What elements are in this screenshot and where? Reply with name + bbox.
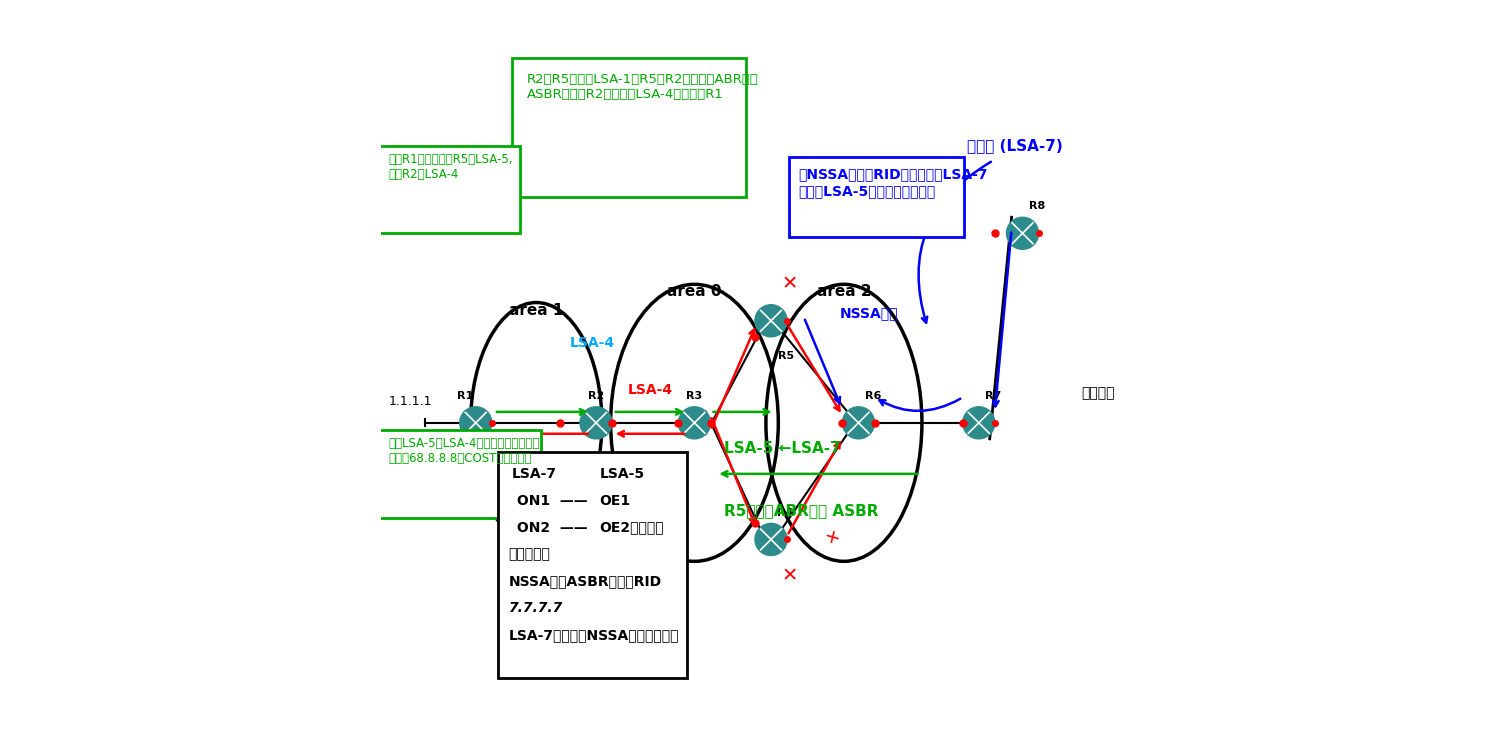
Circle shape [580, 407, 613, 439]
Text: ON2  ——: ON2 —— [513, 521, 587, 534]
Text: NSSA区域ASBR路由器RID: NSSA区域ASBR路由器RID [508, 574, 662, 588]
FancyBboxPatch shape [377, 146, 519, 233]
Text: OE2（默认）: OE2（默认） [599, 521, 665, 534]
Text: LSA-7（只能在NSSA区域内泛洪）: LSA-7（只能在NSSA区域内泛洪） [508, 628, 678, 642]
Text: LSA-5: LSA-5 [599, 467, 644, 480]
FancyBboxPatch shape [498, 452, 687, 678]
Text: area 2: area 2 [817, 284, 871, 300]
Text: 1.1.1.1: 1.1.1.1 [389, 395, 432, 408]
Circle shape [754, 523, 787, 555]
Circle shape [754, 305, 787, 337]
Text: R7: R7 [986, 391, 1002, 401]
Text: ✕: ✕ [781, 275, 798, 294]
Text: 7.7.7.7: 7.7.7.7 [508, 601, 562, 615]
Circle shape [1006, 217, 1039, 249]
Text: LSA-4: LSA-4 [628, 383, 674, 397]
FancyBboxPatch shape [513, 58, 746, 197]
Text: 重分发 (LSA-7): 重分发 (LSA-7) [968, 139, 1063, 153]
Text: area 1: area 1 [508, 303, 564, 318]
Text: R2: R2 [587, 391, 604, 401]
Text: ✕: ✕ [781, 566, 798, 585]
Text: OE1: OE1 [599, 494, 631, 507]
Text: R2从R5学习到LSA-1，R5告R2，我既是ABR又是
ASBR，然后R2负责产生LSA-4，然后告R1: R2从R5学习到LSA-1，R5告R2，我既是ABR又是 ASBR，然后R2负责… [526, 73, 759, 101]
Text: R5: R5 [777, 351, 793, 361]
Text: 最练R1收到了来自R5的LSA-5,
来自R2的LSA-4: 最练R1收到了来自R5的LSA-5, 来自R2的LSA-4 [388, 153, 513, 181]
Text: 静态路由: 静态路由 [1081, 386, 1114, 401]
FancyBboxPatch shape [377, 430, 541, 518]
Text: area 0: area 0 [666, 284, 722, 300]
FancyBboxPatch shape [789, 157, 965, 237]
Text: 由NSSA区域内RID大的那个抎LSA-7
转换成LSA-5，通告给其他区域: 由NSSA区域内RID大的那个抎LSA-7 转换成LSA-5，通告给其他区域 [799, 168, 989, 198]
Text: 重分发: 重分发 [497, 488, 522, 502]
Text: LSA-4: LSA-4 [570, 336, 614, 350]
Text: LSA-5: LSA-5 [519, 456, 564, 469]
Text: R5：既是ABR又是 ASBR: R5：既是ABR又是 ASBR [723, 503, 878, 518]
Circle shape [459, 407, 492, 439]
Text: 利用LSA-5和LSA-4，计算出来，去往外
部路疁68.8.8.8的COST，和下一跳: 利用LSA-5和LSA-4，计算出来，去往外 部路疁68.8.8.8的COST，… [388, 437, 540, 465]
Text: R1: R1 [456, 391, 473, 401]
Circle shape [963, 407, 994, 439]
Text: R6: R6 [865, 391, 881, 401]
Text: LSA-7: LSA-7 [513, 467, 558, 480]
Text: R8: R8 [1029, 201, 1045, 211]
Circle shape [678, 407, 711, 439]
Text: (loopback): (loopback) [380, 448, 440, 459]
Text: 转发地址：: 转发地址： [508, 547, 550, 561]
Text: ✕: ✕ [823, 525, 844, 547]
Text: R4: R4 [777, 507, 793, 518]
Text: NSSA区域: NSSA区域 [841, 306, 899, 321]
Text: R3: R3 [686, 391, 702, 401]
Circle shape [842, 407, 875, 439]
Text: LSA-5 ←LSA-7: LSA-5 ←LSA-7 [723, 441, 841, 456]
Text: ON1  ——: ON1 —— [513, 494, 587, 507]
